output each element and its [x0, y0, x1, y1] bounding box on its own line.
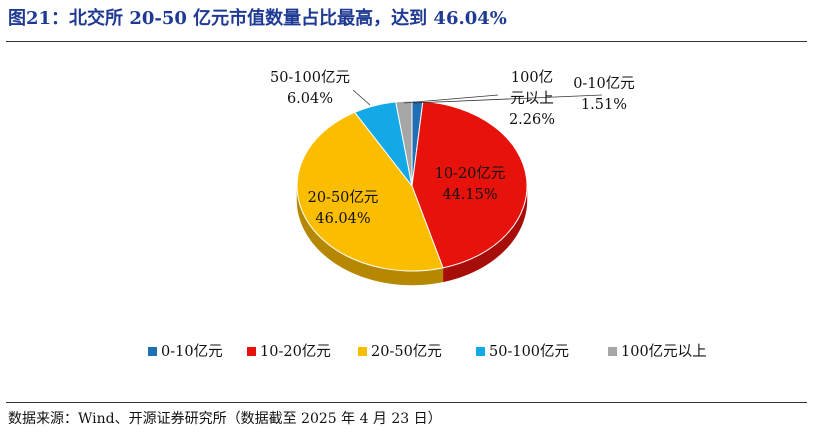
slice-label-4: 100亿元以上 2.26% [509, 69, 555, 128]
legend-item-1: 10-20亿元 [247, 343, 331, 360]
legend-swatch-0 [148, 347, 157, 356]
legend-label-1: 10-20亿元 [260, 343, 331, 360]
slice-label-2: 20-50亿元 46.04% [308, 189, 379, 227]
legend-item-2: 20-50亿元 [358, 343, 442, 360]
legend-label-4: 100亿元以上 [621, 343, 707, 360]
source-note: 数据来源：Wind、开源证券研究所（数据截至 2025 年 4 月 23 日） [8, 411, 442, 427]
slice-label-3: 50-100亿元 6.04% [270, 69, 350, 107]
svg-text:2.26%: 2.26% [509, 112, 555, 128]
pie-slice-2 [296, 111, 444, 272]
svg-text:6.04%: 6.04% [287, 91, 333, 107]
svg-text:1.51%: 1.51% [581, 97, 627, 113]
slice-label-1: 10-20亿元 44.15% [435, 165, 506, 203]
legend-item-3: 50-100亿元 [476, 343, 569, 360]
svg-text:46.04%: 46.04% [315, 211, 370, 227]
legend-item-0: 0-10亿元 [148, 343, 223, 360]
legend-label-3: 50-100亿元 [489, 343, 569, 360]
top-rule [6, 41, 807, 42]
pie-slice-4 [395, 100, 413, 187]
leader-line-3 [352, 89, 371, 106]
slice-label-0: 0-10亿元 1.51% [573, 75, 635, 113]
svg-text:44.15%: 44.15% [442, 187, 497, 203]
legend-label-2: 20-50亿元 [371, 343, 442, 360]
svg-text:20-50亿元: 20-50亿元 [308, 189, 379, 206]
svg-text:0-10亿元: 0-10亿元 [573, 75, 635, 92]
legend-label-0: 0-10亿元 [161, 343, 223, 360]
chart-title: 图21：北交所 20-50 亿元市值数量占比最高，达到 46.04% [8, 8, 507, 29]
legend-swatch-2 [358, 347, 367, 356]
leader-line-4 [403, 94, 499, 104]
bottom-rule [6, 402, 807, 403]
legend-item-4: 100亿元以上 [608, 343, 707, 360]
svg-text:元以上: 元以上 [510, 90, 554, 107]
legend-swatch-4 [608, 347, 617, 356]
pie-slice-1 [411, 100, 528, 269]
legend-swatch-3 [476, 347, 485, 356]
legend-swatch-1 [247, 347, 256, 356]
svg-text:50-100亿元: 50-100亿元 [270, 69, 350, 86]
svg-text:10-20亿元: 10-20亿元 [435, 165, 506, 182]
leader-line-0 [413, 94, 603, 104]
svg-text:100亿: 100亿 [511, 69, 553, 86]
